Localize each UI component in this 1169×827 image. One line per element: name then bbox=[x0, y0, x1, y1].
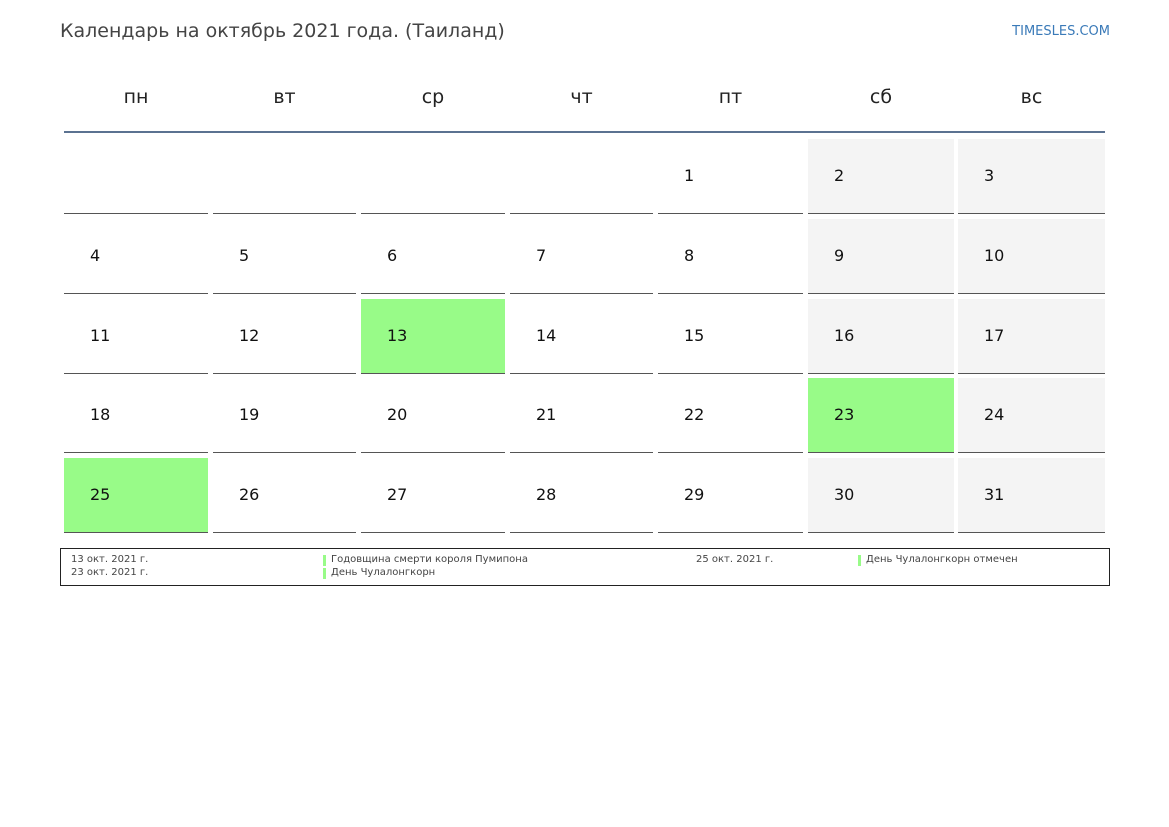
day-cell: 24 bbox=[958, 378, 1105, 454]
weekday-label: чт bbox=[570, 86, 593, 108]
day-cell: 3 bbox=[958, 139, 1105, 214]
day-cell: 2 bbox=[808, 139, 954, 214]
day-cell: 23 bbox=[808, 378, 954, 454]
holiday-marker bbox=[858, 555, 861, 566]
day-number: 7 bbox=[536, 245, 547, 265]
holiday-name: День Чулалонгкорн отмечен bbox=[866, 554, 1018, 565]
holiday-date: 23 окт. 2021 г. bbox=[71, 567, 149, 578]
day-number: 20 bbox=[387, 405, 408, 425]
weekday-label: вт bbox=[273, 86, 296, 108]
day-number: 24 bbox=[984, 405, 1005, 425]
holiday-marker bbox=[323, 555, 326, 566]
day-cell: 19 bbox=[213, 378, 356, 454]
day-cell: 18 bbox=[64, 378, 208, 454]
day-number: 14 bbox=[536, 325, 557, 345]
day-number: 23 bbox=[834, 405, 855, 425]
day-cell bbox=[361, 139, 505, 214]
day-number: 1 bbox=[684, 166, 695, 185]
day-number: 17 bbox=[984, 325, 1005, 345]
day-cell: 27 bbox=[361, 458, 505, 534]
holiday-name: День Чулалонгкорн bbox=[331, 567, 436, 578]
day-number: 5 bbox=[239, 245, 250, 265]
day-cell: 15 bbox=[658, 298, 803, 374]
day-cell: 7 bbox=[510, 218, 653, 294]
site-link[interactable]: TIMESLES.COM bbox=[1012, 24, 1110, 39]
day-cell: 25 bbox=[64, 458, 208, 534]
holiday-date: 13 окт. 2021 г. bbox=[71, 554, 149, 565]
day-cell: 12 bbox=[213, 298, 356, 374]
day-cell: 11 bbox=[64, 298, 208, 374]
holiday-marker bbox=[323, 568, 326, 579]
day-number: 27 bbox=[387, 485, 408, 505]
day-number: 4 bbox=[90, 245, 101, 265]
day-number: 16 bbox=[834, 325, 855, 345]
day-cell: 30 bbox=[808, 458, 954, 534]
day-number: 13 bbox=[387, 325, 408, 345]
day-number: 26 bbox=[239, 485, 260, 505]
day-number: 25 bbox=[90, 485, 111, 505]
day-number: 21 bbox=[536, 405, 557, 425]
day-cell: 21 bbox=[510, 378, 653, 454]
day-cell: 26 bbox=[213, 458, 356, 534]
day-cell: 4 bbox=[64, 218, 208, 294]
day-cell: 17 bbox=[958, 298, 1105, 374]
day-number: 30 bbox=[834, 485, 855, 505]
day-cell: 9 bbox=[808, 218, 954, 294]
day-cell: 13 bbox=[361, 298, 505, 374]
weekday-label: пн bbox=[123, 86, 149, 108]
day-number: 2 bbox=[834, 166, 845, 185]
day-number: 11 bbox=[90, 325, 111, 345]
day-cell: 8 bbox=[658, 218, 803, 294]
day-cell: 10 bbox=[958, 218, 1105, 294]
day-cell: 14 bbox=[510, 298, 653, 374]
day-number: 9 bbox=[834, 245, 845, 265]
day-cell: 1 bbox=[658, 139, 803, 214]
day-number: 10 bbox=[984, 245, 1005, 265]
day-number: 8 bbox=[684, 245, 695, 265]
day-cell: 20 bbox=[361, 378, 505, 454]
day-cell: 5 bbox=[213, 218, 356, 294]
day-number: 15 bbox=[684, 325, 705, 345]
holiday-name: Годовщина смерти короля Пумипона bbox=[331, 554, 528, 565]
legend-box bbox=[60, 548, 1110, 586]
weekday-label: вс bbox=[1020, 86, 1043, 108]
day-number: 28 bbox=[536, 485, 557, 505]
day-cell: 28 bbox=[510, 458, 653, 534]
day-cell: 16 bbox=[808, 298, 954, 374]
day-number: 18 bbox=[90, 405, 111, 425]
day-number: 19 bbox=[239, 405, 260, 425]
day-cell bbox=[213, 139, 356, 214]
weekday-label: ср bbox=[421, 86, 445, 108]
day-cell: 22 bbox=[658, 378, 803, 454]
title: Календарь на октябрь 2021 года. (Таиланд… bbox=[60, 20, 505, 42]
day-number: 3 bbox=[984, 166, 995, 185]
weekday-label: сб bbox=[869, 86, 893, 108]
day-cell bbox=[64, 139, 208, 214]
day-number: 29 bbox=[684, 485, 705, 505]
day-cell: 31 bbox=[958, 458, 1105, 534]
holiday-date: 25 окт. 2021 г. bbox=[696, 554, 774, 565]
day-number: 6 bbox=[387, 245, 398, 265]
day-cell: 29 bbox=[658, 458, 803, 534]
day-number: 22 bbox=[684, 405, 705, 425]
day-number: 12 bbox=[239, 325, 260, 345]
day-cell: 6 bbox=[361, 218, 505, 294]
weekday-label: пт bbox=[718, 86, 743, 108]
day-cell bbox=[510, 139, 653, 214]
header-rule bbox=[64, 131, 1105, 133]
day-number: 31 bbox=[984, 485, 1005, 505]
